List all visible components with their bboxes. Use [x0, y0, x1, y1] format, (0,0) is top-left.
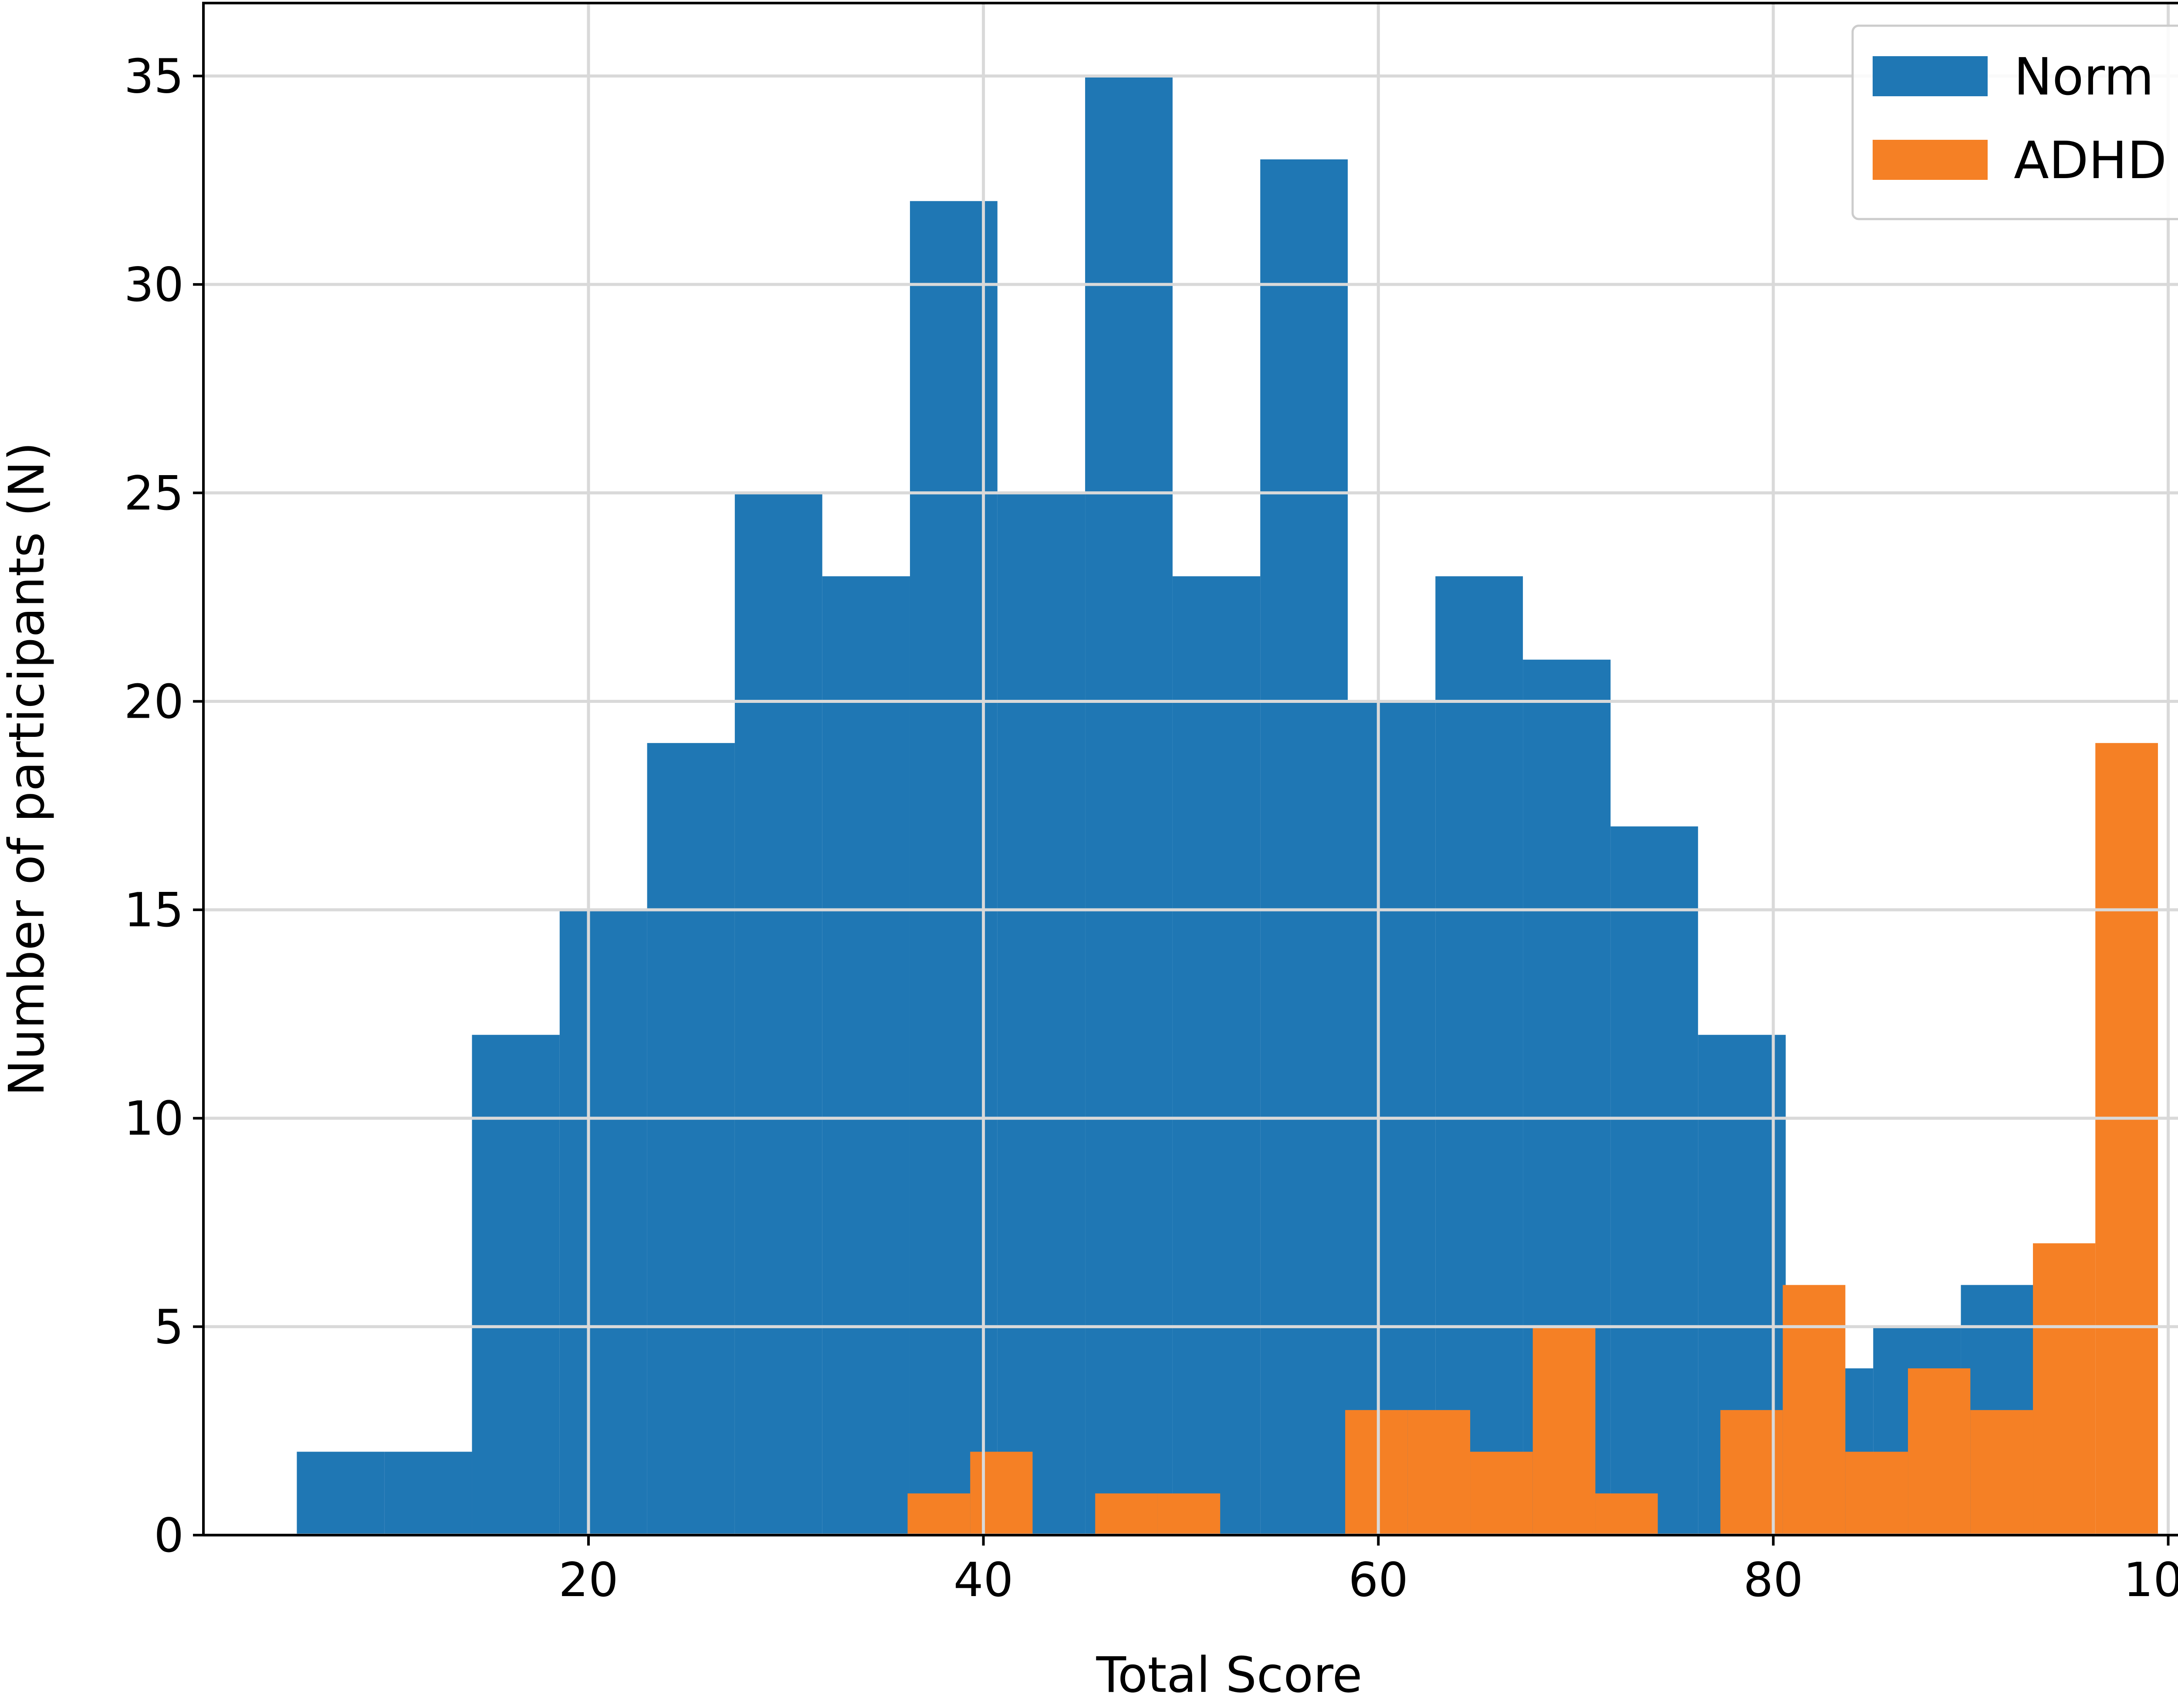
bar: [2033, 1243, 2096, 1535]
bar: [822, 576, 910, 1535]
y-tick-label: 30: [124, 258, 184, 312]
bar: [1470, 1451, 1533, 1535]
legend-swatch: [1873, 140, 1988, 180]
y-tick-label: 35: [124, 50, 184, 104]
bar: [1095, 1493, 1158, 1535]
y-tick-label: 20: [124, 675, 184, 729]
bar: [297, 1451, 385, 1535]
bar: [1610, 826, 1698, 1535]
bar: [559, 910, 647, 1535]
bar: [1908, 1368, 1971, 1535]
legend-label: Norm: [2014, 47, 2154, 107]
x-axis-label: Total Score: [1096, 1647, 1363, 1704]
y-tick-label: 0: [154, 1509, 184, 1563]
x-tick-label: 100: [2123, 1553, 2178, 1607]
x-tick-label: 80: [1743, 1553, 1803, 1607]
axes-frame: [202, 2, 2178, 1536]
bar: [1345, 1410, 1408, 1535]
legend: Norm ADHD: [1851, 24, 2178, 220]
legend-label: ADHD: [2014, 130, 2167, 190]
bar: [1845, 1451, 1908, 1535]
bar: [734, 493, 822, 1535]
bar: [907, 1493, 971, 1535]
bar: [970, 1451, 1033, 1535]
bar: [1407, 1410, 1471, 1535]
bar: [997, 493, 1086, 1535]
x-tick-label: 20: [558, 1553, 618, 1607]
y-axis-label: Number of participants (N): [0, 442, 55, 1096]
bar: [1157, 1493, 1221, 1535]
legend-swatch: [1873, 56, 1988, 96]
y-tick-label: 5: [154, 1300, 184, 1354]
bar: [1172, 576, 1261, 1535]
bar: [1970, 1410, 2033, 1535]
plot-area: [297, 76, 2158, 1536]
x-tick-label: 60: [1349, 1553, 1408, 1607]
bar: [472, 1035, 560, 1535]
bar: [1782, 1285, 1846, 1535]
y-tick-label: 15: [124, 883, 184, 938]
x-tick-label: 40: [954, 1553, 1013, 1607]
bar: [2095, 743, 2158, 1535]
bar: [1260, 159, 1348, 1536]
bar: [1435, 576, 1523, 1535]
axes: 20 40 60 80 100 0 5 10 15 20 25 30 35: [124, 2, 2178, 1607]
bar: [384, 1451, 472, 1535]
bar: [1085, 76, 1173, 1535]
y-tick-label: 10: [124, 1092, 184, 1146]
bar: [1595, 1493, 1658, 1535]
bar: [647, 743, 735, 1535]
bar: [1532, 1327, 1596, 1535]
y-tick-label: 25: [124, 466, 184, 521]
